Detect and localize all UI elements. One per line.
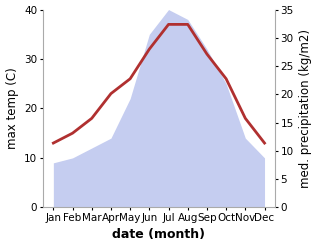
- Y-axis label: med. precipitation (kg/m2): med. precipitation (kg/m2): [300, 29, 313, 188]
- X-axis label: date (month): date (month): [113, 228, 205, 242]
- Y-axis label: max temp (C): max temp (C): [5, 68, 18, 149]
